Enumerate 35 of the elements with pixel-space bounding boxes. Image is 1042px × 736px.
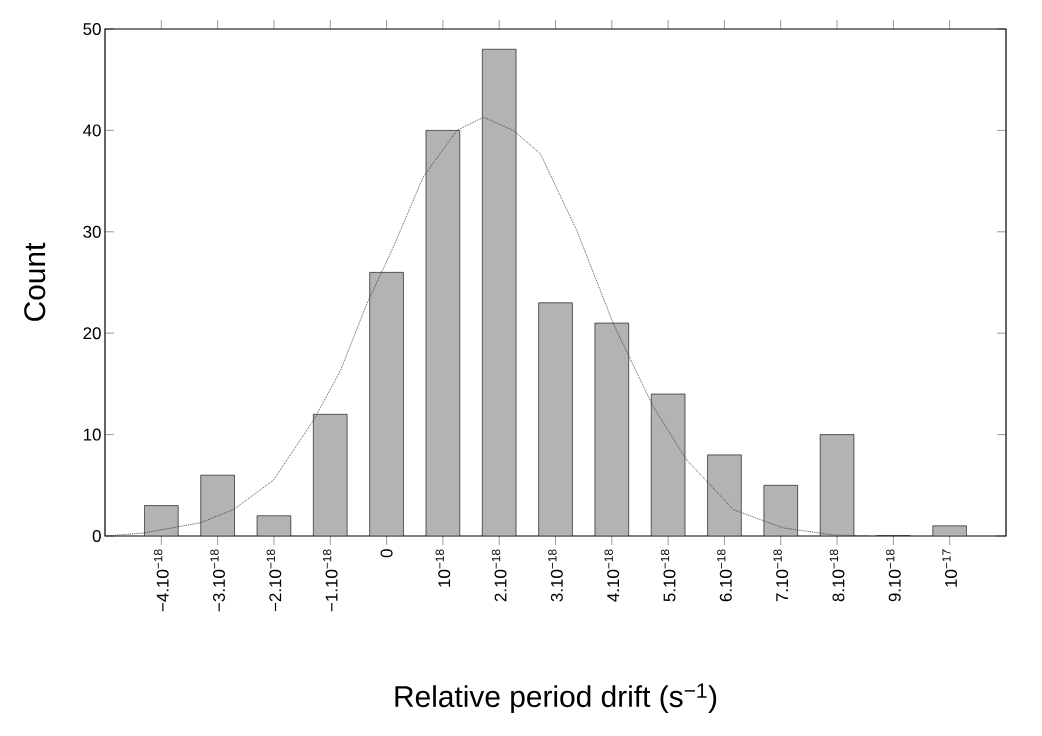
y-axis-title: Count bbox=[24, 242, 46, 321]
bar bbox=[482, 49, 517, 536]
x-tick-label: −2.10$^{−18}$ bbox=[266, 549, 282, 612]
x-axis-title: Relative period drift (s$^{−1}$) bbox=[395, 683, 717, 714]
x-tick-label: 0 bbox=[380, 549, 393, 558]
bar bbox=[425, 130, 460, 536]
y-tick-label: 0 bbox=[92, 530, 101, 542]
y-tick-label: 10 bbox=[83, 428, 101, 441]
y-tick-label: 30 bbox=[83, 225, 101, 238]
x-tick-label: 7.10$^{−18}$ bbox=[773, 549, 789, 602]
x-tick-label: 8.10$^{−18}$ bbox=[829, 549, 845, 602]
bar bbox=[538, 302, 573, 536]
bar bbox=[313, 414, 348, 536]
x-tick-label: 3.10$^{−18}$ bbox=[548, 549, 563, 602]
x-tick-label: −3.10$^{−18}$ bbox=[210, 549, 225, 612]
x-tick-label: 10$^{−17}$ bbox=[942, 549, 957, 587]
y-tick-label: 20 bbox=[83, 327, 101, 340]
x-tick-label: −4.10$^{−18}$ bbox=[153, 549, 169, 612]
bar bbox=[820, 434, 854, 536]
bar bbox=[200, 475, 235, 536]
x-tick-label: 10$^{−18}$ bbox=[435, 549, 451, 587]
bar bbox=[369, 272, 404, 536]
x-tick-label: 9.10$^{−18}$ bbox=[886, 549, 901, 602]
bar bbox=[594, 323, 629, 536]
y-tick-label: 50 bbox=[83, 23, 101, 35]
bar bbox=[651, 394, 686, 536]
x-tick-label: 5.10$^{−18}$ bbox=[660, 549, 676, 602]
y-tick-label: 40 bbox=[83, 124, 101, 137]
x-tick-label: 4.10$^{−18}$ bbox=[604, 549, 620, 602]
x-tick-label: 2.10$^{−18}$ bbox=[491, 549, 507, 602]
bar bbox=[707, 454, 742, 536]
x-tick-label: −1.10$^{−18}$ bbox=[322, 549, 338, 612]
x-tick-label: 6.10$^{−18}$ bbox=[717, 549, 732, 602]
bar bbox=[763, 485, 798, 536]
bar bbox=[144, 505, 179, 536]
